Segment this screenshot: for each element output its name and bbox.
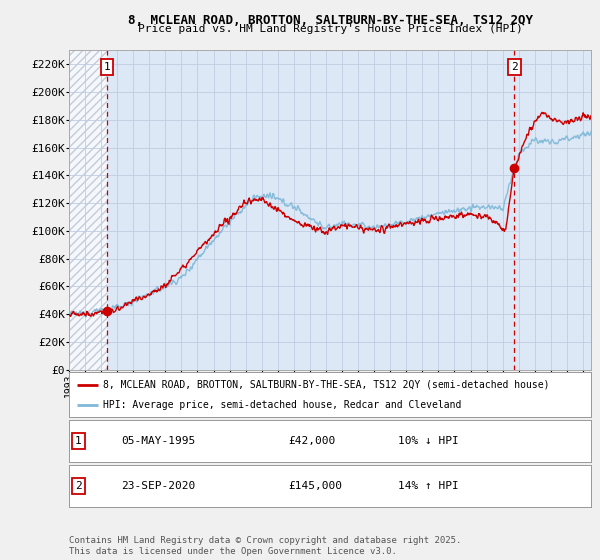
Text: HPI: Average price, semi-detached house, Redcar and Cleveland: HPI: Average price, semi-detached house,… [103,400,461,410]
Text: 8, MCLEAN ROAD, BROTTON, SALTBURN-BY-THE-SEA, TS12 2QY: 8, MCLEAN ROAD, BROTTON, SALTBURN-BY-THE… [128,14,533,27]
Polygon shape [69,50,107,370]
Text: 05-MAY-1995: 05-MAY-1995 [121,436,196,446]
Text: 23-SEP-2020: 23-SEP-2020 [121,481,196,491]
Text: 10% ↓ HPI: 10% ↓ HPI [398,436,458,446]
Text: 1: 1 [103,62,110,72]
Text: 2: 2 [75,481,82,491]
Text: Price paid vs. HM Land Registry's House Price Index (HPI): Price paid vs. HM Land Registry's House … [137,24,523,34]
Text: £42,000: £42,000 [288,436,335,446]
Text: 2: 2 [511,62,518,72]
Text: 8, MCLEAN ROAD, BROTTON, SALTBURN-BY-THE-SEA, TS12 2QY (semi-detached house): 8, MCLEAN ROAD, BROTTON, SALTBURN-BY-THE… [103,380,550,390]
Text: 14% ↑ HPI: 14% ↑ HPI [398,481,458,491]
Text: 1: 1 [75,436,82,446]
Text: £145,000: £145,000 [288,481,342,491]
Text: Contains HM Land Registry data © Crown copyright and database right 2025.
This d: Contains HM Land Registry data © Crown c… [69,536,461,556]
